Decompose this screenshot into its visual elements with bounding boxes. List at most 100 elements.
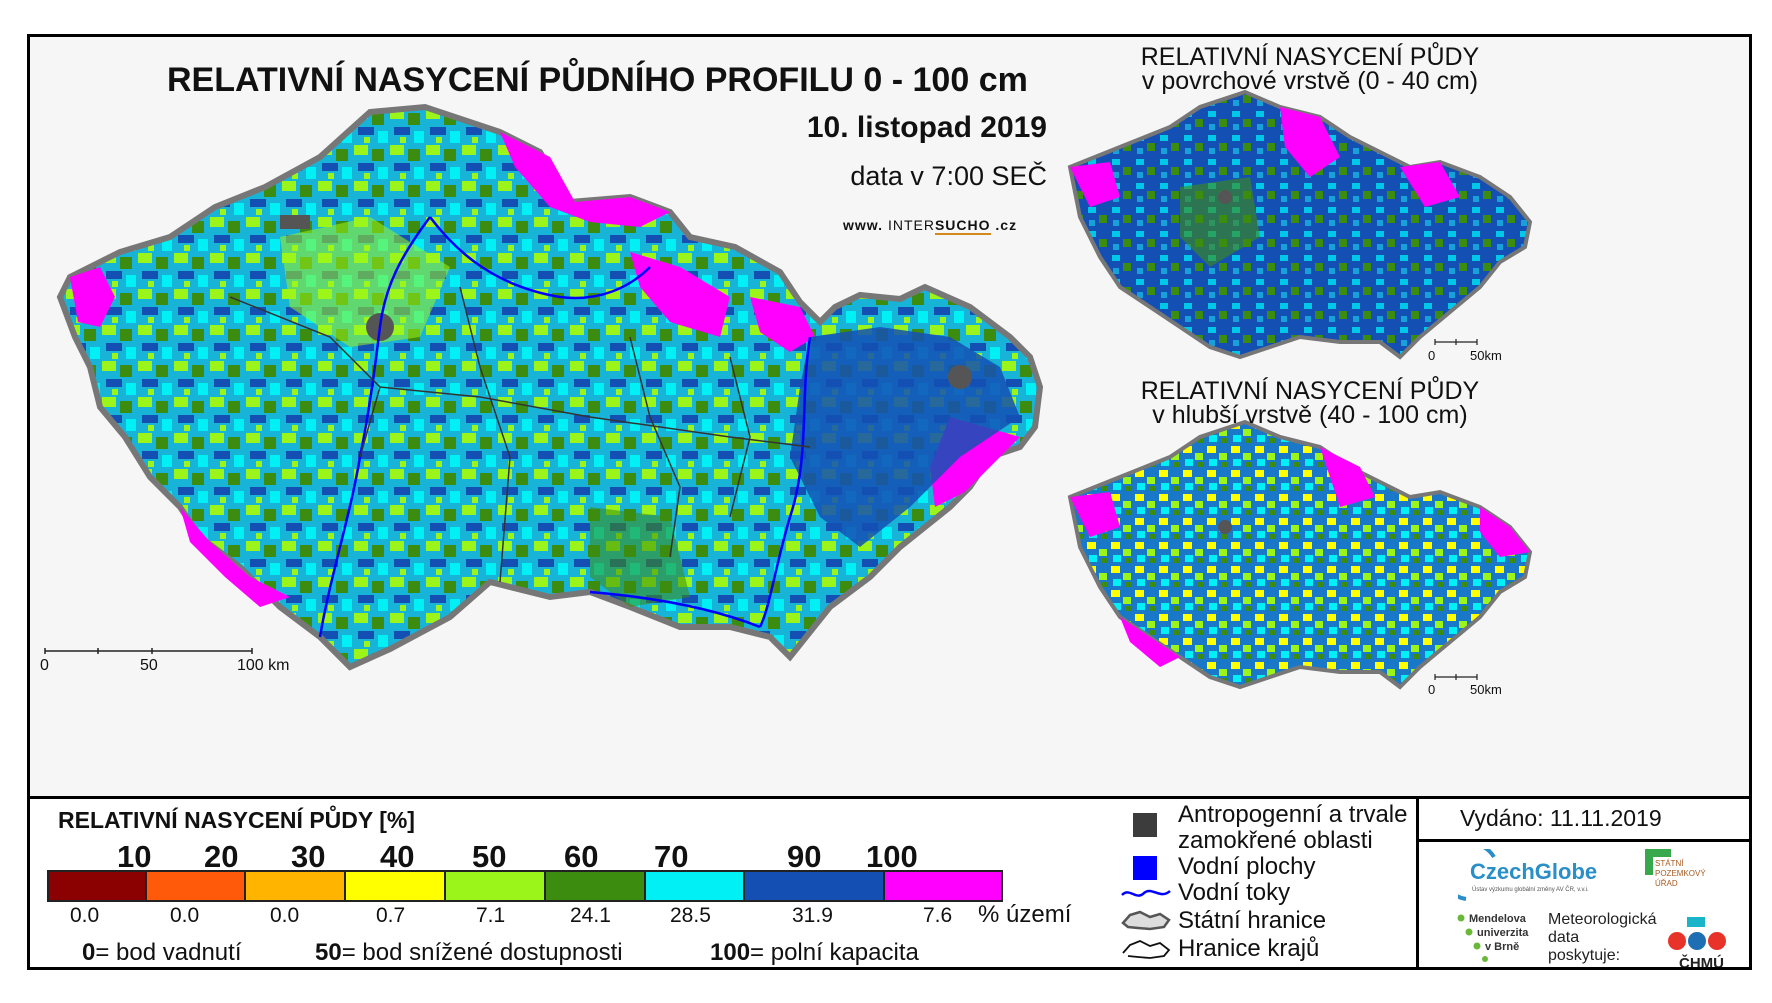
main-map-river-labe [429, 216, 651, 300]
key-water-bodies: Vodní plochy [1178, 853, 1316, 880]
legend-swatch-5 [446, 870, 546, 902]
main-scale-label-100: 100 km [237, 657, 290, 674]
key-rivers: Vodní toky [1178, 879, 1291, 906]
website-link[interactable]: www. INTERSUCHO .cz [843, 217, 1018, 235]
legend-tick-20: 20 [204, 839, 239, 874]
key-state-border: Státní hranice [1178, 907, 1327, 934]
legend-swatch-4 [346, 870, 446, 902]
main-map-mine [280, 215, 310, 229]
inset-bottom-zone-north [1320, 447, 1375, 507]
mendel-line-1: Mendelova [1469, 913, 1526, 925]
inset-bottom-scale-bar [1434, 674, 1478, 680]
czechglobe-name: CzechGlobe [1470, 859, 1598, 884]
main-map-title: RELATIVNÍ NASYCENÍ PŮDNÍHO PROFILU 0 - 1… [167, 61, 1028, 99]
inset-top-prague [1218, 190, 1232, 204]
legend-swatch-8 [745, 870, 885, 902]
key-anthropogenic-line2: zamokřené oblasti [1178, 827, 1373, 854]
main-map-zone-krkonose [630, 252, 730, 337]
main-scale-label-50: 50 [140, 657, 158, 674]
legend-tick-90: 90 [787, 839, 822, 874]
map-frame: RELATIVNÍ NASYCENÍ PŮDNÍHO PROFILU 0 - 1… [27, 34, 1752, 970]
inset-bottom-prague [1218, 520, 1232, 534]
inset-top-scale-50: 50km [1470, 348, 1502, 363]
legend-pct-3: 0.0 [270, 904, 300, 927]
main-map-river-dyje [589, 590, 761, 629]
spu-line-2: POZEMKOVÝ [1655, 869, 1706, 878]
main-map-river-vltava [318, 216, 432, 638]
legend-swatch-9 [885, 870, 1003, 902]
inset-bottom-zone-east [1480, 507, 1530, 557]
legend-swatch-2 [147, 870, 246, 902]
spu-line-1: STÁTNÍ [1655, 859, 1684, 868]
inset-top-title-1: RELATIVNÍ NASYCENÍ PŮDY [1140, 43, 1480, 71]
legend-swatch-1 [47, 870, 147, 902]
legend-pct-1: 0.0 [70, 904, 100, 927]
state-border-icon [1121, 910, 1171, 931]
main-map-date: 10. listopad 2019 [806, 111, 1047, 144]
legend-pct-7: 28.5 [670, 904, 711, 927]
legend-unit: % území [978, 901, 1072, 928]
legend-tick-100: 100 [866, 839, 918, 874]
legend-swatch-6 [546, 870, 646, 902]
spu-line-3: ÚŘAD [1655, 879, 1678, 888]
legend-tick-10: 10 [117, 839, 152, 874]
czechglobe-logo: CzechGlobe Ústav výzkumu globální změny … [1458, 849, 1608, 905]
inset-top-scale-0: 0 [1428, 348, 1436, 363]
key-regional-border: Hranice krajů [1178, 935, 1320, 962]
legend-pct-4: 0.7 [376, 904, 406, 927]
anthropogenic-swatch [1133, 813, 1157, 837]
inset-top-zone-west [1070, 162, 1120, 207]
inset-top-zone-north [1280, 107, 1340, 177]
main-map-river-morava [758, 336, 812, 628]
website-suffix: .cz [995, 217, 1018, 233]
inset-top-map [1067, 89, 1533, 360]
inset-bottom-scale-0: 0 [1428, 682, 1436, 697]
legend-pct-6: 24.1 [570, 904, 611, 927]
inset-bottom-zone-sw [1120, 617, 1180, 667]
legend-title: RELATIVNÍ NASYCENÍ PŮDY [%] [58, 807, 415, 833]
legend-tick-30: 30 [291, 839, 326, 874]
legend-pct-8: 31.9 [792, 904, 833, 927]
main-map-zone-jesenik [750, 297, 815, 352]
website-brand: INTERSUCHO [887, 217, 991, 235]
meteo-line-1: Meteorologická [1548, 911, 1657, 928]
inset-bottom-title-2: v hlubší vrstvě (40 - 100 cm) [1152, 401, 1468, 429]
meteo-provider: Meteorologická data poskytuje: [1548, 911, 1657, 965]
mendel-logo: Mendelova univerzita v Brně [1457, 912, 1529, 962]
inset-bottom-title-1: RELATIVNÍ NASYCENÍ PŮDY [1140, 377, 1480, 405]
main-map [44, 103, 1044, 671]
legend-note-wilting: 0= bod vadnutí [82, 939, 242, 966]
legend-tick-60: 60 [564, 839, 599, 874]
inset-bottom-territory [1067, 419, 1533, 690]
main-map-zone-south-green [590, 507, 690, 607]
legend-pct-9: 7.6 [923, 904, 953, 927]
key-anthropogenic-line1: Antropogenní a trvale [1178, 801, 1408, 828]
meteo-line-2: data [1548, 929, 1580, 946]
inset-bottom-zone-west [1070, 492, 1120, 537]
legend-note-reduced: 50= bod snížené dostupnosti [315, 939, 623, 966]
regional-border-icon [1122, 940, 1171, 959]
legend-swatch-3 [246, 870, 346, 902]
inset-bottom-map [1067, 419, 1533, 690]
legend-tick-40: 40 [380, 839, 415, 874]
mendel-line-3: v Brně [1485, 941, 1520, 953]
inset-bottom-scale-50: 50km [1470, 682, 1502, 697]
legend-divider-horizontal [1416, 839, 1749, 842]
mendel-line-2: univerzita [1477, 927, 1529, 939]
main-scale-label-0: 0 [40, 657, 49, 674]
legend-pct-5: 7.1 [476, 904, 506, 927]
river-line-icon [1121, 889, 1171, 897]
meteo-line-3: poskytuje: [1548, 947, 1621, 964]
main-map-regional-borders [229, 286, 811, 583]
legend-tick-50: 50 [472, 839, 507, 874]
main-map-zone-north [500, 132, 670, 227]
inset-top-scale-bar [1434, 339, 1478, 345]
legend-note-capacity: 100= polní kapacita [710, 939, 919, 966]
water-bodies-swatch [1133, 856, 1157, 880]
main-map-time: data v 7:00 SEČ [850, 161, 1047, 191]
inset-top-zone-green [1180, 177, 1260, 267]
legend-panel: RELATIVNÍ NASYCENÍ PŮDY [%] 10 20 30 40 … [30, 796, 1749, 967]
legend-tick-70: 70 [654, 839, 689, 874]
website-prefix: www. [843, 217, 884, 233]
legend-pct-2: 0.0 [170, 904, 200, 927]
